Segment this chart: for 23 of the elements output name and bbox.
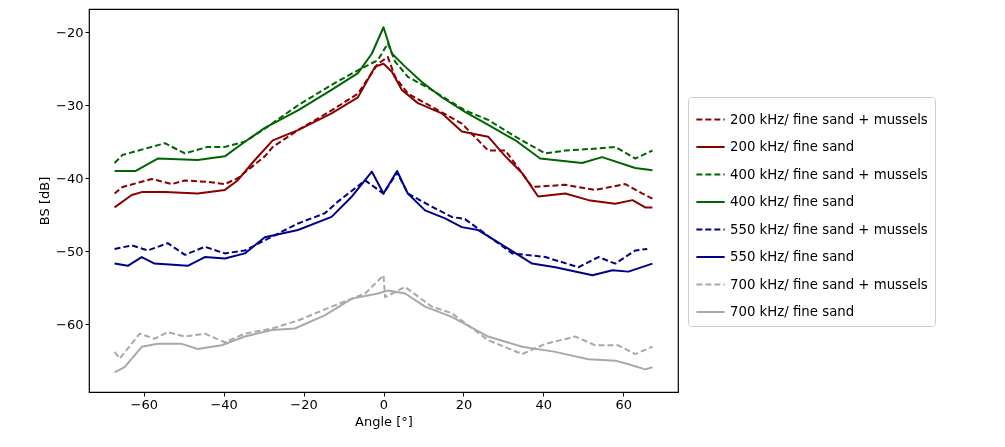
x-axis-title: Angle [°] xyxy=(355,413,413,429)
x-tick-label: −20 xyxy=(290,396,318,412)
legend-label: 700 kHz/ fine sand xyxy=(730,304,855,319)
legend-label: 550 kHz/ fine sand + mussels xyxy=(730,221,928,237)
line-series xyxy=(113,26,654,172)
legend-label: 400 kHz/ fine sand xyxy=(730,194,855,209)
legend-label: 200 kHz/ fine sand + mussels xyxy=(730,111,928,127)
legend-label: 200 kHz/ fine sand xyxy=(730,139,855,154)
y-axis-title: BS [dB] xyxy=(37,176,53,226)
x-tick-label: −60 xyxy=(130,396,158,412)
legend-label: 400 kHz/ fine sand + mussels xyxy=(730,166,928,182)
y-tick-label: −40 xyxy=(56,170,84,186)
y-tick-label: −60 xyxy=(56,316,84,332)
x-tick-label: −40 xyxy=(210,396,238,412)
x-tick-label: 60 xyxy=(615,396,633,412)
y-tick-label: −50 xyxy=(56,243,84,259)
legend-label: 700 kHz/ fine sand + mussels xyxy=(730,276,928,292)
x-tick-label: 40 xyxy=(535,396,553,412)
x-tick-label: 20 xyxy=(455,396,473,412)
x-tick-label: 0 xyxy=(379,396,389,412)
y-tick-label: −30 xyxy=(56,97,84,113)
y-tick-label: −20 xyxy=(56,24,84,40)
legend-label: 550 kHz/ fine sand xyxy=(730,249,855,264)
